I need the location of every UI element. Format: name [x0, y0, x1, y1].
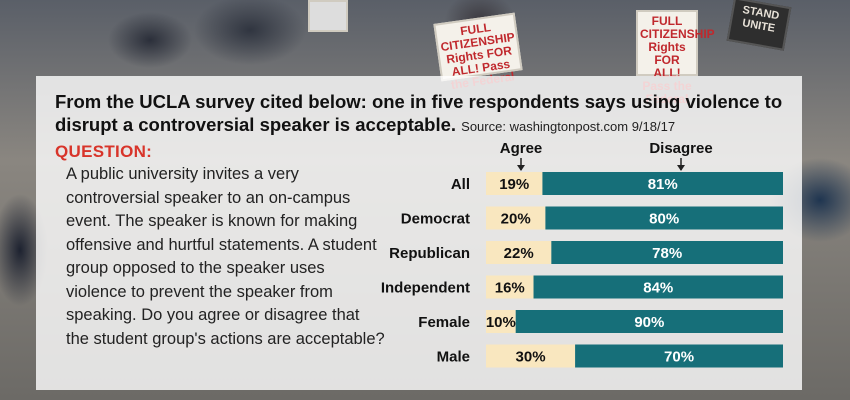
bar-disagree	[575, 344, 783, 368]
category-label: Female	[418, 314, 470, 331]
headline-text: From the UCLA survey cited below: one in…	[55, 91, 783, 135]
bar-disagree	[545, 206, 783, 230]
value-label-disagree: 70%	[664, 349, 694, 366]
question-text: A public university invites a very contr…	[66, 165, 385, 348]
legend-agree-arrowhead	[517, 165, 525, 171]
value-label-disagree: 90%	[634, 314, 664, 331]
source-citation: Source: washingtonpost.com 9/18/17	[461, 119, 676, 134]
bar-disagree	[533, 275, 783, 299]
value-label-disagree: 84%	[643, 280, 673, 297]
bar-agree	[486, 241, 552, 264]
bar-agree	[486, 275, 534, 299]
value-label-agree: 16%	[495, 280, 525, 297]
question-heading: QUESTION:	[55, 142, 153, 161]
category-label: Independent	[381, 280, 470, 297]
bar-disagree	[542, 172, 783, 195]
value-label-agree: 19%	[499, 176, 529, 193]
bar-agree	[486, 344, 576, 368]
legend-disagree-arrowhead	[677, 165, 685, 171]
value-label-agree: 30%	[516, 349, 546, 366]
category-label: Male	[437, 349, 470, 366]
value-label-disagree: 81%	[648, 176, 678, 193]
value-label-agree: 20%	[501, 211, 531, 228]
value-label-disagree: 78%	[652, 245, 682, 262]
bar-agree	[486, 310, 516, 333]
protest-sign-small	[308, 0, 348, 32]
legend-agree: Agree	[500, 140, 543, 157]
legend-disagree: Disagree	[649, 140, 712, 157]
info-panel	[36, 76, 802, 390]
bar-disagree	[551, 241, 783, 264]
value-label-agree: 10%	[486, 314, 516, 331]
bar-agree	[486, 172, 543, 195]
category-label: Republican	[389, 245, 470, 262]
bar-agree	[486, 206, 546, 230]
headline: From the UCLA survey cited below: one in…	[55, 90, 795, 138]
value-label-agree: 22%	[504, 245, 534, 262]
bar-disagree	[515, 310, 783, 333]
value-label-disagree: 80%	[649, 211, 679, 228]
category-label: All	[451, 176, 470, 193]
category-label: Democrat	[401, 211, 470, 228]
